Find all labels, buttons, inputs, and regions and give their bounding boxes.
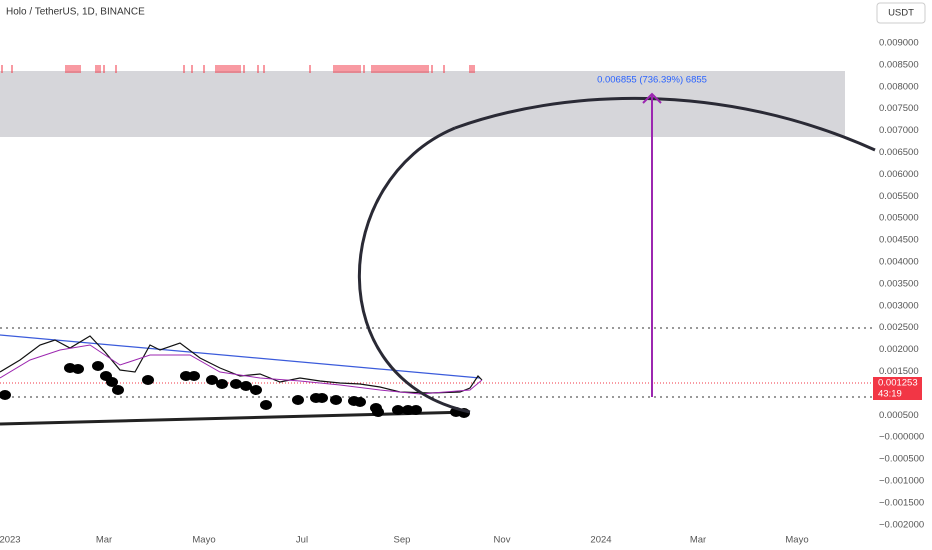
price-value: 0.001253 [878,378,918,389]
measure-label: 0.006855 (736.39%) 6855 [597,75,707,86]
dot [112,385,124,395]
currency-button[interactable] [876,2,926,24]
x-tick-label: Mar [690,535,706,546]
y-axis: 0.009000 0.008500 0.008000 0.007500 0.007000… [879,38,924,531]
y-tick-label: 0.007500 [879,103,919,114]
dot [260,400,272,410]
y-tick-label: −0.001500 [879,497,924,508]
dot [72,364,84,374]
x-tick-label: Mayo [192,535,215,546]
ema-line [0,344,483,395]
symbol-title: Holo / TetherUS, 1D, BINANCE [6,7,145,18]
x-tick-label: Mayo [785,535,808,546]
dot [188,371,200,381]
y-tick-label: −0.002000 [879,519,924,530]
dot [240,381,252,391]
y-tick-label: 0.004500 [879,235,919,246]
arc-drawing [357,126,471,414]
y-tick-label: 0.002500 [879,322,919,333]
dot [230,379,242,389]
y-tick-label: 0.003500 [879,278,919,289]
countdown: 43:19 [878,389,902,400]
dot [392,405,404,415]
y-tick-label: 0.008000 [879,81,919,92]
y-tick-label: 0.001500 [879,366,919,377]
dot [292,395,304,405]
dot [372,407,384,417]
y-tick-label: 0.006000 [879,169,919,180]
dots [0,361,470,418]
y-tick-label: −0.000000 [879,432,924,443]
arrow-head [642,92,662,104]
dot [316,393,328,403]
currency-label: USDT [888,8,914,19]
x-axis: 2023 Mar Mayo Jul Sep Nov 2024 Mar Mayo [0,535,809,546]
price-series [0,335,483,394]
x-tick-label: Mar [96,535,112,546]
trendline [0,410,471,426]
y-tick-label: 0.008500 [879,59,919,70]
dot [250,385,262,395]
y-tick-label: −0.000500 [879,454,924,465]
dot [206,375,218,385]
dot [142,375,154,385]
y-tick-label: 0.005000 [879,213,919,224]
y-tick-label: 0.006500 [879,147,919,158]
dot [410,405,422,415]
dot [92,361,104,371]
x-tick-label: Jul [296,535,308,546]
dot [330,395,342,405]
y-tick-label: 0.002000 [879,344,919,355]
target-zone [0,71,845,137]
dot [0,390,11,400]
y-tick-label: 0.005500 [879,191,919,202]
y-tick-label: 0.009000 [879,38,919,49]
x-tick-label: Nov [494,535,511,546]
y-tick-label: 0.004000 [879,257,919,268]
x-tick-label: 2024 [590,535,611,546]
y-tick-label: 0.003000 [879,300,919,311]
x-tick-label: Sep [394,535,411,546]
y-tick-label: 0.007000 [879,125,919,136]
y-tick-label: 0.000500 [879,410,919,421]
signal-ticks [1,65,475,73]
x-tick-label: 2023 [0,535,21,546]
dot [354,397,366,407]
dot [106,377,118,387]
price-badge [873,377,922,400]
dot [216,379,228,389]
y-tick-label: −0.001000 [879,476,924,487]
